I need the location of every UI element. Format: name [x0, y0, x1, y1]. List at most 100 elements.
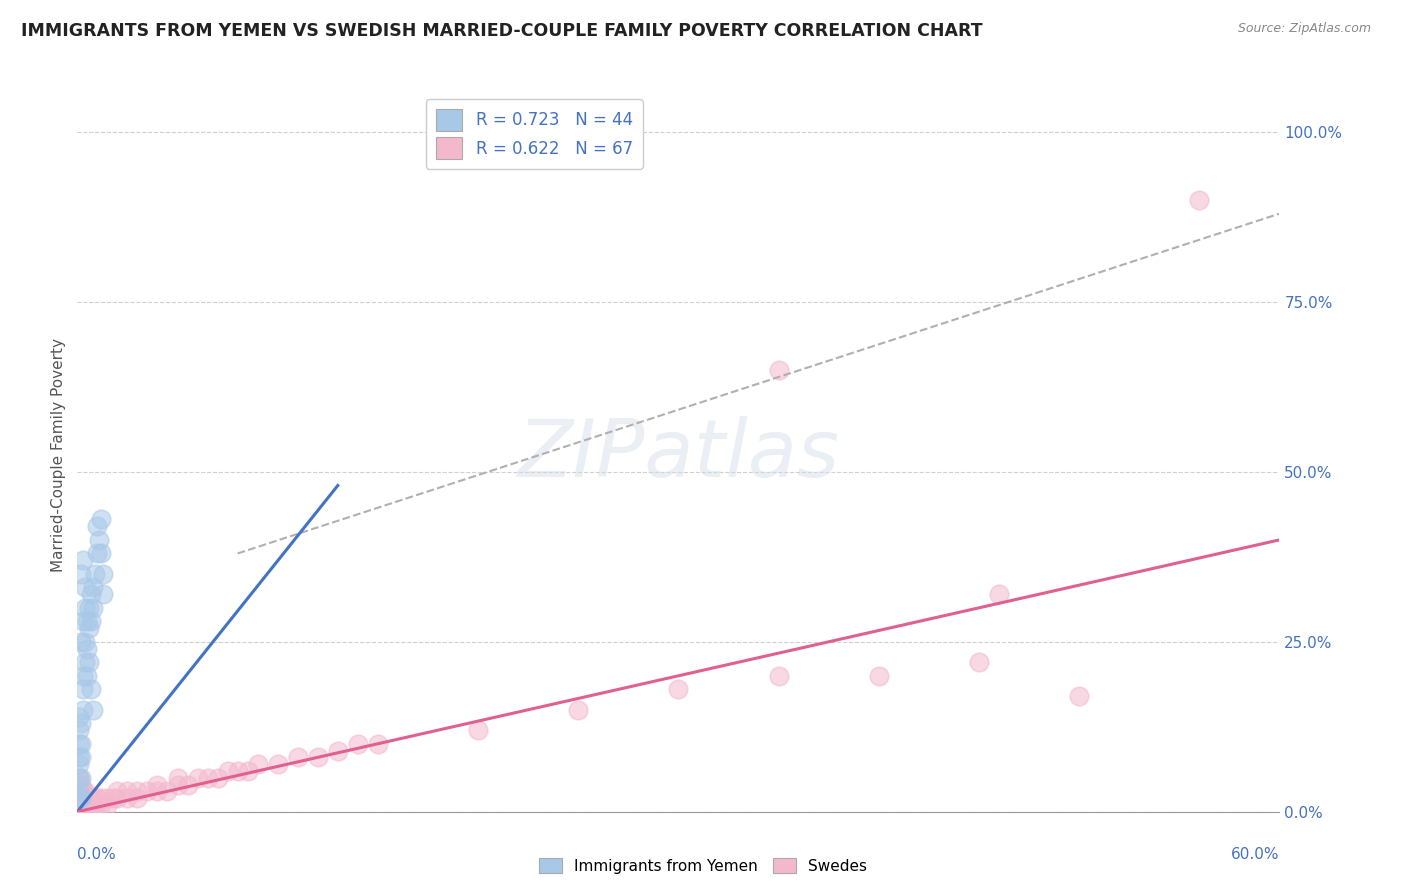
Point	[80, 797, 103, 812]
Point	[768, 363, 790, 377]
Point	[226, 764, 249, 778]
Point	[868, 669, 890, 683]
Point	[187, 771, 209, 785]
Point	[70, 791, 93, 805]
Point	[82, 703, 104, 717]
Point	[72, 669, 94, 683]
Point	[70, 797, 93, 812]
Point	[70, 778, 93, 792]
Point	[84, 797, 107, 812]
Point	[567, 703, 589, 717]
Point	[267, 757, 290, 772]
Point	[82, 791, 104, 805]
Point	[127, 791, 149, 805]
Point	[75, 784, 97, 798]
Point	[72, 703, 94, 717]
Point	[67, 791, 90, 805]
Point	[67, 757, 90, 772]
Point	[207, 771, 229, 785]
Point	[107, 791, 129, 805]
Point	[1069, 689, 1091, 703]
Point	[72, 791, 94, 805]
Point	[70, 737, 93, 751]
Point	[67, 750, 90, 764]
Y-axis label: Married-Couple Family Poverty: Married-Couple Family Poverty	[51, 338, 66, 572]
Point	[326, 743, 349, 757]
Point	[90, 546, 112, 560]
Point	[70, 784, 93, 798]
Point	[90, 512, 112, 526]
Point	[70, 716, 93, 731]
Text: 0.0%: 0.0%	[77, 847, 117, 863]
Point	[70, 791, 93, 805]
Point	[82, 797, 104, 812]
Point	[76, 797, 98, 812]
Point	[1188, 193, 1211, 207]
Point	[146, 778, 169, 792]
Point	[75, 655, 97, 669]
Point	[82, 600, 104, 615]
Point	[90, 797, 112, 812]
Point	[93, 587, 115, 601]
Point	[70, 771, 93, 785]
Text: 60.0%: 60.0%	[1232, 847, 1279, 863]
Point	[76, 669, 98, 683]
Text: Source: ZipAtlas.com: Source: ZipAtlas.com	[1237, 22, 1371, 36]
Point	[236, 764, 259, 778]
Point	[246, 757, 269, 772]
Point	[75, 600, 97, 615]
Point	[75, 635, 97, 649]
Point	[79, 797, 101, 812]
Point	[80, 682, 103, 697]
Point	[76, 615, 98, 629]
Point	[90, 791, 112, 805]
Point	[70, 750, 93, 764]
Point	[217, 764, 239, 778]
Point	[67, 778, 90, 792]
Legend: Immigrants from Yemen, Swedes: Immigrants from Yemen, Swedes	[533, 852, 873, 880]
Point	[89, 533, 111, 547]
Point	[93, 566, 115, 581]
Point	[79, 791, 101, 805]
Point	[127, 784, 149, 798]
Point	[67, 709, 90, 723]
Point	[103, 791, 125, 805]
Point	[117, 784, 139, 798]
Point	[67, 797, 90, 812]
Legend: R = 0.723   N = 44, R = 0.622   N = 67: R = 0.723 N = 44, R = 0.622 N = 67	[426, 99, 643, 169]
Point	[79, 621, 101, 635]
Point	[76, 791, 98, 805]
Point	[287, 750, 309, 764]
Point	[86, 519, 108, 533]
Point	[467, 723, 489, 738]
Point	[67, 723, 90, 738]
Point	[70, 635, 93, 649]
Point	[72, 682, 94, 697]
Point	[96, 797, 118, 812]
Point	[668, 682, 690, 697]
Point	[176, 778, 198, 792]
Point	[75, 797, 97, 812]
Point	[347, 737, 370, 751]
Point	[107, 784, 129, 798]
Point	[79, 600, 101, 615]
Point	[72, 784, 94, 798]
Point	[117, 791, 139, 805]
Point	[367, 737, 389, 751]
Point	[67, 784, 90, 798]
Point	[96, 791, 118, 805]
Point	[75, 581, 97, 595]
Point	[86, 797, 108, 812]
Point	[72, 797, 94, 812]
Point	[86, 546, 108, 560]
Point	[307, 750, 329, 764]
Point	[67, 784, 90, 798]
Text: IMMIGRANTS FROM YEMEN VS SWEDISH MARRIED-COUPLE FAMILY POVERTY CORRELATION CHART: IMMIGRANTS FROM YEMEN VS SWEDISH MARRIED…	[21, 22, 983, 40]
Point	[80, 587, 103, 601]
Point	[72, 615, 94, 629]
Point	[84, 566, 107, 581]
Point	[156, 784, 179, 798]
Text: ZIPatlas: ZIPatlas	[517, 416, 839, 494]
Point	[70, 566, 93, 581]
Point	[80, 615, 103, 629]
